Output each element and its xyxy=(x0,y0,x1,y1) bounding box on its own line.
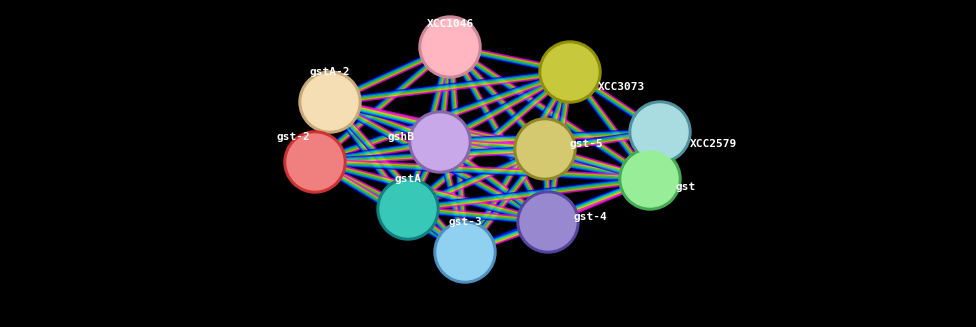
Text: gst-4: gst-4 xyxy=(574,212,608,222)
Circle shape xyxy=(514,118,576,180)
Circle shape xyxy=(517,121,573,177)
Circle shape xyxy=(377,178,439,240)
Circle shape xyxy=(622,151,678,207)
Text: XCC3073: XCC3073 xyxy=(598,82,645,92)
Text: gstA: gstA xyxy=(394,174,422,184)
Circle shape xyxy=(542,44,598,100)
Circle shape xyxy=(539,41,601,103)
Circle shape xyxy=(409,111,471,173)
Circle shape xyxy=(629,101,691,163)
Circle shape xyxy=(412,114,468,170)
Circle shape xyxy=(419,16,481,78)
Circle shape xyxy=(302,74,358,130)
Circle shape xyxy=(632,104,688,160)
Circle shape xyxy=(517,191,579,253)
Circle shape xyxy=(437,224,493,280)
Text: gst-5: gst-5 xyxy=(570,139,604,149)
Circle shape xyxy=(422,19,478,75)
Text: gst: gst xyxy=(676,182,696,192)
Text: gstA-2: gstA-2 xyxy=(309,67,350,77)
Circle shape xyxy=(287,134,343,190)
Circle shape xyxy=(380,181,436,237)
Text: gst-3: gst-3 xyxy=(448,217,482,227)
Circle shape xyxy=(434,221,496,283)
Text: XCC2579: XCC2579 xyxy=(690,139,737,149)
Circle shape xyxy=(520,194,576,250)
Text: gshB: gshB xyxy=(388,132,415,142)
Circle shape xyxy=(299,71,361,133)
Circle shape xyxy=(619,148,681,210)
Text: gst-2: gst-2 xyxy=(276,132,310,142)
Circle shape xyxy=(284,131,346,193)
Text: XCC1046: XCC1046 xyxy=(427,19,473,29)
